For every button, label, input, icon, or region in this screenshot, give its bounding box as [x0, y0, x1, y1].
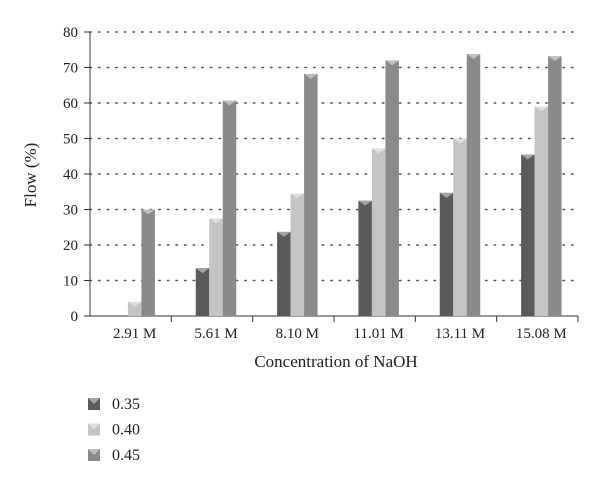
- legend: 0.35 0.40 0.45: [88, 396, 140, 464]
- bar: [304, 73, 318, 316]
- y-tick-label: 0: [71, 309, 79, 325]
- y-tick-label: 20: [63, 238, 78, 254]
- legend-swatch: [88, 423, 100, 436]
- x-tick-labels: 2.91 M 5.61 M 8.10 M 11.01 M 13.11 M 15.08 M: [113, 326, 567, 342]
- bar: [521, 154, 535, 316]
- bar: [466, 54, 481, 316]
- legend-item: 0.40: [88, 422, 140, 439]
- x-tick-label: 8.10 M: [276, 326, 319, 342]
- x-tick-label: 15.08 M: [516, 326, 567, 342]
- y-tick-label: 40: [63, 167, 78, 183]
- bar: [195, 268, 210, 316]
- legend-swatch: [88, 449, 100, 461]
- gridlines: [89, 31, 579, 282]
- legend-item: 0.45: [88, 447, 140, 464]
- bar: [127, 301, 142, 316]
- bar: [141, 209, 155, 316]
- x-tick-label: 11.01 M: [354, 326, 404, 342]
- bar: [277, 231, 291, 316]
- legend-label: 0.45: [112, 447, 140, 464]
- legend-label: 0.40: [112, 422, 140, 439]
- legend-label: 0.35: [112, 396, 140, 413]
- bar: [209, 218, 223, 316]
- legend-item: 0.35: [88, 396, 140, 413]
- bar: [439, 192, 454, 316]
- y-tick-label: 80: [63, 25, 78, 41]
- y-tick-label: 10: [63, 274, 78, 290]
- bar: [453, 138, 467, 316]
- bar: [222, 100, 237, 316]
- bar: [548, 56, 562, 316]
- x-tick-label: 5.61 M: [194, 326, 237, 342]
- x-axis-title: Concentration of NaOH: [254, 352, 417, 371]
- bars: [127, 54, 562, 317]
- axes: [84, 31, 579, 322]
- x-tick-label: 13.11 M: [435, 326, 485, 342]
- y-axis-title: Flow (%): [21, 143, 40, 208]
- bar: [290, 193, 305, 316]
- y-tick-label: 60: [63, 96, 78, 112]
- y-tick-label: 30: [63, 203, 78, 219]
- y-tick-labels: 0 10 20 30 40 50 60 70 80: [63, 25, 78, 325]
- y-tick-label: 70: [63, 61, 78, 77]
- bar: [358, 200, 372, 316]
- y-tick-label: 50: [63, 132, 78, 148]
- bar: [371, 148, 386, 316]
- bar: [534, 106, 549, 316]
- x-tick-label: 2.91 M: [113, 326, 156, 342]
- legend-swatch: [88, 398, 100, 410]
- bar: [385, 60, 399, 317]
